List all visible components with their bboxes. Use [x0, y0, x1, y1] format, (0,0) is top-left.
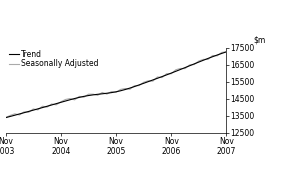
- Text: $m: $m: [253, 36, 265, 45]
- Legend: Trend, Seasonally Adjusted: Trend, Seasonally Adjusted: [9, 50, 98, 69]
